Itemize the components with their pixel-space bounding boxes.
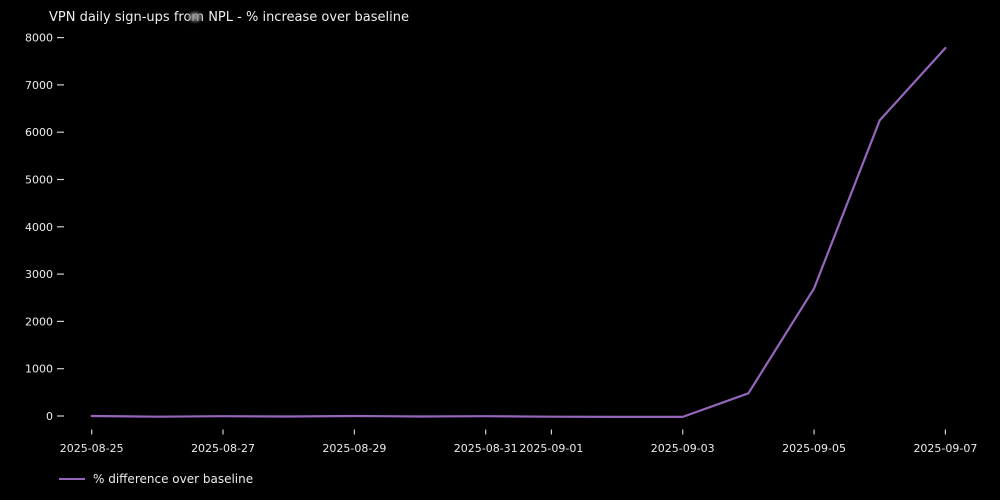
legend-label: % difference over baseline <box>93 472 254 486</box>
x-axis-tick-label: 2025-09-01 <box>519 442 583 455</box>
x-axis-tick-label: 2025-09-07 <box>913 442 977 455</box>
x-axis-tick-label: 2025-09-03 <box>651 442 715 455</box>
y-axis-tick-label: 6000 <box>25 126 53 139</box>
y-axis-tick-label: 3000 <box>25 268 53 281</box>
x-axis-tick-label: 2025-08-29 <box>322 442 386 455</box>
x-axis-tick-label: 2025-09-05 <box>782 442 846 455</box>
x-axis-tick-label: 2025-08-31 <box>454 442 518 455</box>
x-axis-tick-label: 2025-08-27 <box>191 442 255 455</box>
x-axis-tick-label: 2025-08-25 <box>60 442 124 455</box>
y-axis-tick-label: 2000 <box>25 315 53 328</box>
legend: % difference over baseline <box>59 471 253 487</box>
y-axis-tick-label: 0 <box>46 410 53 423</box>
series-line--difference-over-baseline <box>90 46 947 418</box>
y-axis-tick-label: 7000 <box>25 79 53 92</box>
y-axis-tick-label: 8000 <box>25 32 53 45</box>
y-axis-tick-label: 5000 <box>25 174 53 187</box>
legend-line-swatch <box>59 478 85 480</box>
y-axis-tick-label: 4000 <box>25 221 53 234</box>
chart-title: VPN daily sign-ups from NPL - % increase… <box>49 10 409 25</box>
y-axis-tick-label: 1000 <box>25 363 53 376</box>
